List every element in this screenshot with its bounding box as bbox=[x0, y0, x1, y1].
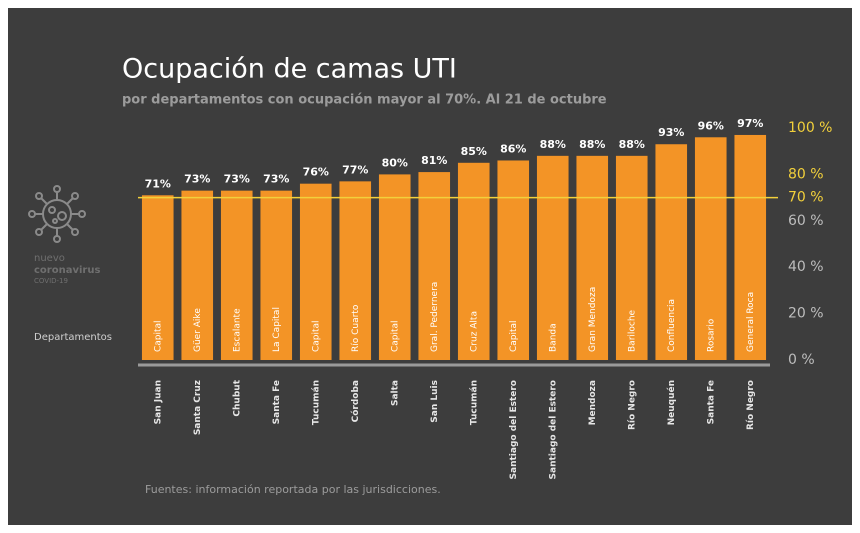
province-label: Córdoba bbox=[350, 380, 361, 422]
brand-line: coronavirus bbox=[34, 265, 100, 276]
department-label: Capital bbox=[153, 320, 163, 352]
department-label: Gral. Pedernera bbox=[430, 282, 440, 352]
department-label: Cruz Alta bbox=[469, 311, 479, 352]
province-label: Santa Fe bbox=[706, 380, 716, 424]
value-label: 88% bbox=[579, 138, 605, 151]
department-label: Confluencia bbox=[667, 299, 677, 352]
department-label: Banda bbox=[548, 323, 558, 352]
chart-title: Ocupación de camas UTI bbox=[122, 54, 457, 85]
department-label: Capital bbox=[311, 320, 321, 352]
row-label: Departamentos bbox=[34, 332, 112, 343]
province-label: Santa Cruz bbox=[193, 380, 203, 435]
value-label: 97% bbox=[737, 117, 763, 130]
province-label: San Luis bbox=[430, 380, 440, 423]
province-label: Mendoza bbox=[588, 380, 598, 425]
department-label: Bariloche bbox=[627, 309, 637, 352]
bar bbox=[141, 195, 174, 360]
province-label: Tucumán bbox=[469, 380, 479, 425]
y-tick-label: 40 % bbox=[788, 259, 824, 275]
bar bbox=[378, 174, 411, 360]
bar bbox=[457, 162, 490, 360]
province-label: Tucumán bbox=[311, 380, 321, 425]
province-label: Santa Fe bbox=[272, 380, 282, 424]
province-label: Chubut bbox=[232, 379, 242, 416]
value-label: 93% bbox=[658, 126, 684, 139]
province-label: Santiago del Estero bbox=[509, 380, 519, 479]
province-label: Río Negro bbox=[627, 380, 637, 430]
department-label: Rosario bbox=[706, 318, 716, 352]
bar bbox=[694, 137, 727, 360]
department-label: Gran Mendoza bbox=[588, 287, 598, 352]
department-label: Río Cuarto bbox=[351, 304, 361, 352]
value-label: 73% bbox=[224, 173, 250, 186]
bar bbox=[497, 160, 530, 360]
value-label: 88% bbox=[619, 138, 645, 151]
y-tick-label: 80 % bbox=[788, 166, 824, 182]
bar bbox=[655, 144, 688, 360]
value-label: 86% bbox=[500, 142, 526, 155]
value-label: 81% bbox=[421, 154, 447, 167]
y-tick-label: 60 % bbox=[788, 213, 824, 229]
bar bbox=[339, 181, 372, 360]
province-label: San Juan bbox=[153, 380, 163, 424]
department-label: Escalante bbox=[232, 308, 242, 352]
department-label: General Roca bbox=[746, 292, 756, 352]
province-label: Santiago del Estero bbox=[548, 380, 558, 479]
y-tick-label: 70 % bbox=[788, 190, 824, 206]
value-label: 71% bbox=[145, 177, 171, 190]
y-tick-label: 100 % bbox=[788, 120, 832, 136]
department-label: Capital bbox=[509, 320, 519, 352]
chart-subtitle: por departamentos con ocupación mayor al… bbox=[122, 93, 607, 108]
bar bbox=[260, 190, 293, 360]
y-tick-label: 0 % bbox=[788, 352, 815, 368]
brand-line: nuevo bbox=[34, 253, 65, 264]
province-label: Salta bbox=[390, 380, 400, 406]
value-label: 85% bbox=[461, 145, 487, 158]
value-label: 73% bbox=[184, 173, 210, 186]
bar bbox=[299, 183, 332, 360]
value-label: 76% bbox=[303, 166, 329, 179]
bar bbox=[181, 190, 214, 360]
bar bbox=[615, 155, 648, 360]
value-label: 77% bbox=[342, 163, 368, 176]
brand-line: COVID-19 bbox=[34, 277, 68, 285]
virus-icon bbox=[28, 185, 86, 243]
value-label: 96% bbox=[698, 119, 724, 132]
department-label: Güer Aike bbox=[193, 308, 203, 352]
bar bbox=[536, 155, 569, 360]
y-tick-label: 20 % bbox=[788, 306, 824, 322]
bar bbox=[418, 172, 451, 360]
value-label: 73% bbox=[263, 173, 289, 186]
department-label: Capital bbox=[390, 320, 400, 352]
province-label: Río Negro bbox=[746, 380, 756, 430]
province-label: Neuquén bbox=[666, 380, 677, 425]
value-label: 88% bbox=[540, 138, 566, 151]
department-label: La Capital bbox=[272, 307, 282, 352]
source-note: Fuentes: información reportada por las j… bbox=[145, 483, 441, 496]
value-label: 80% bbox=[382, 156, 408, 169]
bar bbox=[734, 134, 767, 360]
bar bbox=[576, 155, 609, 360]
bar bbox=[220, 190, 253, 360]
